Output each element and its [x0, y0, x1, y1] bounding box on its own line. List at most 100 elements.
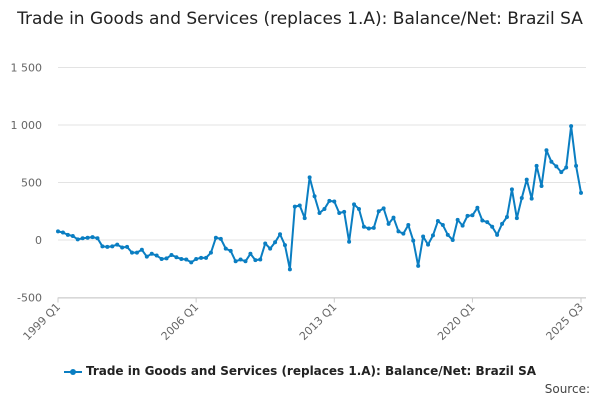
data-point — [105, 244, 110, 249]
legend-swatch — [63, 368, 82, 375]
data-point — [396, 229, 401, 234]
data-point — [411, 238, 416, 243]
data-point — [470, 213, 475, 218]
data-point — [524, 177, 529, 182]
data-point — [164, 256, 169, 261]
data-point — [110, 244, 115, 249]
y-tick-label: 0 — [35, 234, 42, 247]
data-point — [120, 245, 125, 250]
data-point — [406, 223, 411, 228]
data-point — [134, 250, 139, 255]
data-point — [312, 194, 317, 199]
data-point — [287, 267, 292, 272]
data-point — [317, 210, 322, 215]
data-point — [184, 257, 189, 262]
data-point — [327, 198, 332, 203]
data-point — [130, 250, 135, 255]
data-point — [509, 187, 514, 192]
data-point — [554, 164, 559, 169]
data-point — [519, 196, 524, 201]
data-point — [322, 206, 327, 211]
data-point — [273, 240, 278, 245]
data-point — [416, 263, 421, 268]
data-point — [455, 217, 460, 222]
data-point — [391, 215, 396, 220]
y-tick-label: 500 — [21, 177, 42, 190]
data-point — [495, 232, 500, 237]
x-tick-label: 2025 Q3 — [544, 300, 587, 343]
data-point — [460, 223, 465, 228]
data-point — [154, 253, 159, 258]
data-point — [421, 234, 426, 239]
data-point — [426, 242, 431, 247]
data-point — [430, 233, 435, 238]
data-point — [485, 220, 490, 225]
data-point — [149, 251, 154, 256]
data-point — [258, 257, 263, 262]
data-point — [401, 231, 406, 236]
data-point — [440, 223, 445, 228]
data-point — [139, 247, 144, 252]
data-point — [356, 206, 361, 211]
data-point — [450, 238, 455, 242]
data-point — [361, 224, 366, 229]
y-tick-label: -500 — [17, 292, 42, 305]
data-point — [352, 202, 357, 207]
data-point — [60, 230, 65, 235]
data-point — [475, 205, 480, 210]
y-tick-label: 1 000 — [11, 119, 43, 132]
data-point — [125, 244, 130, 249]
data-point — [263, 241, 268, 246]
data-point — [174, 255, 179, 260]
data-point — [504, 215, 509, 219]
data-point — [514, 216, 519, 221]
data-point — [144, 254, 149, 259]
x-tick-label: 2020 Q1 — [435, 300, 478, 343]
x-tick-label: 2013 Q1 — [297, 300, 340, 343]
data-point — [65, 232, 70, 237]
data-point — [465, 213, 470, 218]
data-point — [238, 257, 243, 262]
data-point — [337, 210, 342, 215]
data-point — [342, 209, 347, 214]
data-point — [159, 256, 164, 261]
data-point — [253, 258, 258, 263]
data-point — [539, 183, 544, 188]
data-point — [332, 199, 337, 204]
data-point — [445, 232, 450, 237]
data-point — [500, 221, 505, 226]
data-point — [579, 190, 583, 195]
data-point — [268, 246, 273, 251]
data-point — [75, 237, 80, 242]
data-point — [366, 226, 371, 231]
chart-title: Trade in Goods and Services (replaces 1.… — [17, 9, 583, 29]
data-point — [544, 148, 549, 153]
data-point — [179, 256, 184, 261]
data-point — [480, 218, 485, 223]
data-point — [282, 243, 287, 248]
data-point — [435, 219, 440, 224]
data-point — [534, 163, 539, 168]
data-point — [90, 235, 95, 240]
data-point — [218, 236, 223, 241]
data-point — [115, 242, 120, 247]
data-point — [549, 159, 554, 164]
data-point — [559, 170, 564, 175]
data-point — [376, 209, 381, 214]
data-point — [169, 252, 174, 257]
legend: Trade in Goods and Services (replaces 1.… — [0, 364, 600, 378]
data-point — [85, 235, 90, 240]
x-tick-label: 2006 Q1 — [159, 300, 202, 343]
data-point — [248, 251, 253, 256]
x-tick-label: 1999 Q1 — [21, 300, 64, 343]
data-point — [574, 163, 579, 168]
data-point — [223, 246, 228, 251]
data-point — [292, 204, 297, 209]
legend-label: Trade in Goods and Services (replaces 1.… — [85, 364, 537, 378]
data-point — [199, 255, 204, 260]
data-point — [297, 203, 302, 208]
data-point — [278, 232, 283, 237]
source-label: Source: — [544, 382, 590, 396]
data-point — [569, 124, 574, 129]
